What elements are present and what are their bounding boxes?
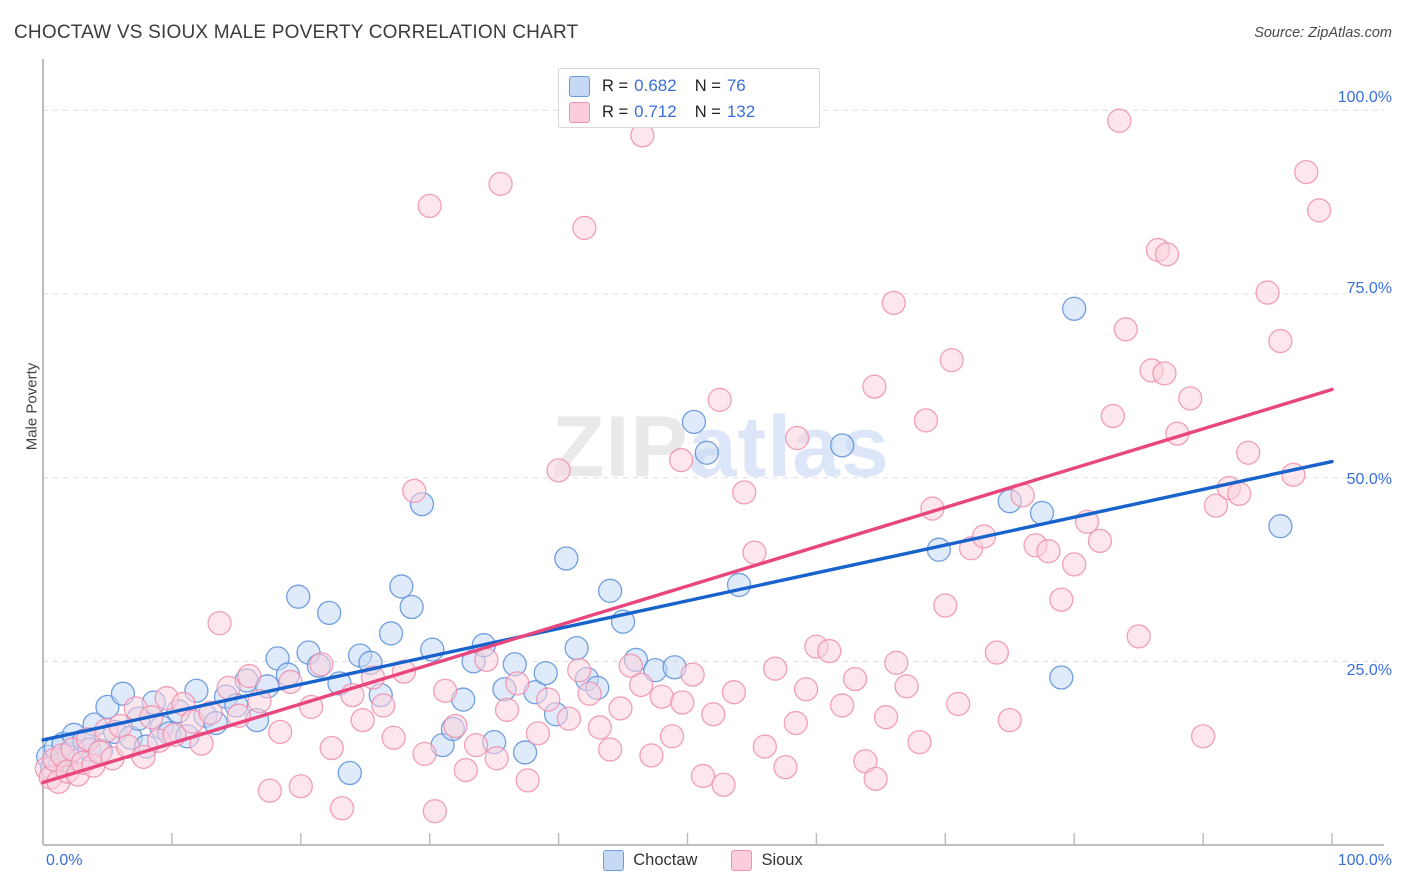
y-tick-100: 100.0% <box>1337 89 1392 106</box>
sioux-n-value: 132 <box>726 102 756 121</box>
scatter-points <box>34 108 1332 824</box>
legend-item-choctaw[interactable]: Choctaw <box>603 850 697 871</box>
trendlines <box>41 387 1334 785</box>
axis-lines <box>42 59 1384 846</box>
choctaw-swatch-icon <box>569 75 590 97</box>
x-tick-max: 100.0% <box>1337 852 1392 869</box>
y-tick-75: 75.0% <box>1346 280 1392 297</box>
series-legend: Choctaw Sioux <box>0 850 1406 871</box>
choctaw-legend-swatch-icon <box>603 850 625 871</box>
stats-legend: R = 0.682 N = 76 R = 0.712 N = 132 <box>558 68 820 128</box>
legend-item-sioux[interactable]: Sioux <box>731 850 803 871</box>
source-attribution: Source: ZipAtlas.com <box>1254 25 1392 41</box>
sioux-r-label: R = <box>602 102 629 121</box>
sioux-swatch-icon <box>569 101 590 123</box>
sioux-r-value: 0.712 <box>634 102 677 121</box>
y-tick-25: 25.0% <box>1346 662 1392 679</box>
stats-legend-row-choctaw: R = 0.682 N = 76 <box>569 73 746 99</box>
legend-label-choctaw: Choctaw <box>633 851 698 869</box>
stats-legend-row-sioux: R = 0.712 N = 132 <box>569 99 755 125</box>
choctaw-r-value: 0.682 <box>634 76 677 95</box>
sioux-legend-swatch-icon <box>731 850 753 871</box>
sioux-n-label: N = <box>694 102 721 121</box>
choctaw-r-label: R = <box>602 76 629 95</box>
choctaw-n-label: N = <box>694 76 721 95</box>
x-tick-min: 0.0% <box>46 852 83 869</box>
y-tick-50: 50.0% <box>1346 471 1392 488</box>
choctaw-n-value: 76 <box>726 76 746 95</box>
page-title: CHOCTAW VS SIOUX MALE POVERTY CORRELATIO… <box>14 22 579 43</box>
legend-label-sioux: Sioux <box>761 851 803 869</box>
